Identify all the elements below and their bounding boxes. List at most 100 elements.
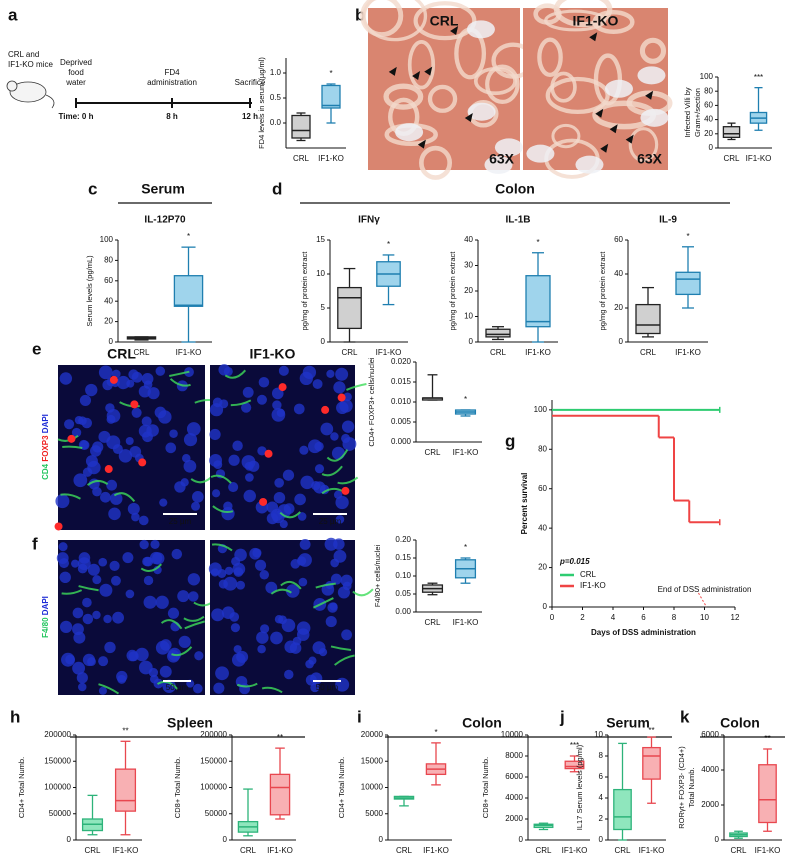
arrowhead bbox=[450, 25, 459, 35]
tissue-texture bbox=[360, 0, 404, 38]
arrowhead bbox=[388, 66, 397, 76]
y-tick-label: 0 bbox=[519, 835, 524, 844]
y-tick-label: 150000 bbox=[200, 756, 227, 765]
arrowhead bbox=[609, 124, 618, 134]
red-signal bbox=[341, 486, 350, 495]
nucleus bbox=[187, 573, 201, 586]
box bbox=[642, 746, 661, 780]
nucleus bbox=[159, 498, 168, 507]
nucleus bbox=[125, 589, 135, 599]
nucleus bbox=[230, 623, 240, 633]
mouse-icon bbox=[45, 94, 55, 109]
x-tick-label: 0 bbox=[550, 613, 555, 622]
tissue-texture bbox=[395, 123, 424, 142]
arrowhead bbox=[417, 139, 426, 149]
y-axis-label: RORγt+ FOXP3- (CD4+) bbox=[677, 746, 686, 829]
y-axis-label: Total Numb. bbox=[687, 767, 696, 807]
red-signal bbox=[337, 393, 346, 402]
nucleus bbox=[284, 669, 294, 680]
green-signal bbox=[321, 487, 343, 495]
nucleus bbox=[296, 621, 311, 635]
nucleus bbox=[299, 445, 309, 455]
nucleus bbox=[211, 608, 225, 622]
y-tick-label: 80 bbox=[704, 86, 713, 95]
y-axis-label: CD4+ FOXP3+ cells/nuclei bbox=[367, 357, 376, 447]
tissue-texture bbox=[413, 1, 477, 41]
timeline-step: water bbox=[65, 78, 86, 87]
nucleus bbox=[278, 365, 289, 376]
tissue-texture bbox=[427, 84, 458, 113]
nucleus bbox=[266, 512, 279, 525]
nucleus bbox=[131, 371, 143, 383]
y-tick-label: 5 bbox=[321, 303, 326, 312]
red-signal bbox=[264, 449, 273, 458]
y-tick-label: 0.5 bbox=[270, 93, 282, 102]
nucleus bbox=[98, 365, 113, 380]
nucleus bbox=[336, 401, 349, 415]
nucleus bbox=[112, 611, 125, 624]
red-signal bbox=[104, 465, 113, 474]
nucleus bbox=[308, 439, 322, 454]
nucleus bbox=[231, 653, 246, 667]
nucleus bbox=[311, 480, 321, 491]
nucleus bbox=[341, 629, 353, 641]
nucleus bbox=[335, 515, 345, 524]
x-tick-label: 6 bbox=[641, 613, 646, 622]
y-axis-label: Percent survival bbox=[520, 473, 529, 535]
green-signal bbox=[169, 378, 191, 387]
arrowhead bbox=[595, 108, 604, 118]
x-tick-label: CRL bbox=[133, 348, 150, 357]
green-signal bbox=[315, 582, 336, 589]
nucleus bbox=[234, 548, 247, 562]
red-signal bbox=[259, 497, 268, 506]
y-tick-label: 0 bbox=[67, 835, 72, 844]
section-header: Spleen bbox=[167, 715, 213, 731]
tissue-texture bbox=[544, 9, 607, 32]
nucleus bbox=[131, 407, 142, 418]
significance: *** bbox=[570, 741, 579, 750]
scale-label: 50 µm bbox=[316, 683, 339, 692]
y-axis-label: IL17 Serum levels (pg/ml) bbox=[575, 744, 584, 830]
nucleus bbox=[305, 659, 314, 669]
nucleus bbox=[116, 375, 130, 390]
y-tick-label: 4 bbox=[599, 793, 604, 802]
y-tick-label: 0 bbox=[379, 835, 384, 844]
box bbox=[758, 764, 777, 824]
y-tick-label: 20 bbox=[614, 303, 623, 312]
timeline-time: Time: 0 h bbox=[59, 112, 94, 121]
nucleus bbox=[335, 367, 349, 381]
tissue-texture bbox=[628, 127, 659, 163]
nucleus bbox=[108, 507, 121, 521]
y-tick-label: 60 bbox=[704, 101, 713, 110]
y-axis-label: CD8+ Total Numb. bbox=[481, 757, 490, 818]
mouse-icon bbox=[6, 80, 18, 92]
nucleus bbox=[229, 612, 240, 622]
x-tick-label: CRL bbox=[640, 348, 657, 357]
nucleus bbox=[209, 403, 224, 417]
green-signal bbox=[171, 646, 193, 657]
box bbox=[613, 788, 632, 831]
y-tick-label: 0 bbox=[469, 337, 474, 346]
y-tick-label: 50000 bbox=[205, 809, 228, 818]
y-tick-label: 10000 bbox=[501, 730, 524, 739]
nucleus bbox=[257, 446, 267, 456]
nucleus bbox=[82, 597, 92, 608]
x-tick-label: IF1-KO bbox=[423, 846, 449, 855]
red-signal bbox=[278, 383, 287, 392]
y-tick-label: 50000 bbox=[49, 809, 72, 818]
nucleus bbox=[333, 549, 347, 563]
y-tick-label: 20000 bbox=[361, 730, 384, 739]
arrowhead bbox=[424, 66, 433, 76]
timeline-time: 8 h bbox=[166, 112, 178, 121]
nucleus bbox=[126, 379, 135, 388]
box bbox=[635, 303, 661, 335]
red-signal bbox=[321, 405, 330, 414]
box bbox=[173, 275, 204, 307]
green-signal bbox=[160, 619, 183, 630]
y-axis-label: Gram+/section bbox=[693, 88, 702, 137]
timeline-step: administration bbox=[147, 78, 197, 87]
tissue-texture bbox=[494, 138, 523, 157]
nucleus bbox=[249, 547, 261, 560]
nucleus bbox=[272, 400, 282, 410]
nucleus bbox=[221, 507, 235, 521]
